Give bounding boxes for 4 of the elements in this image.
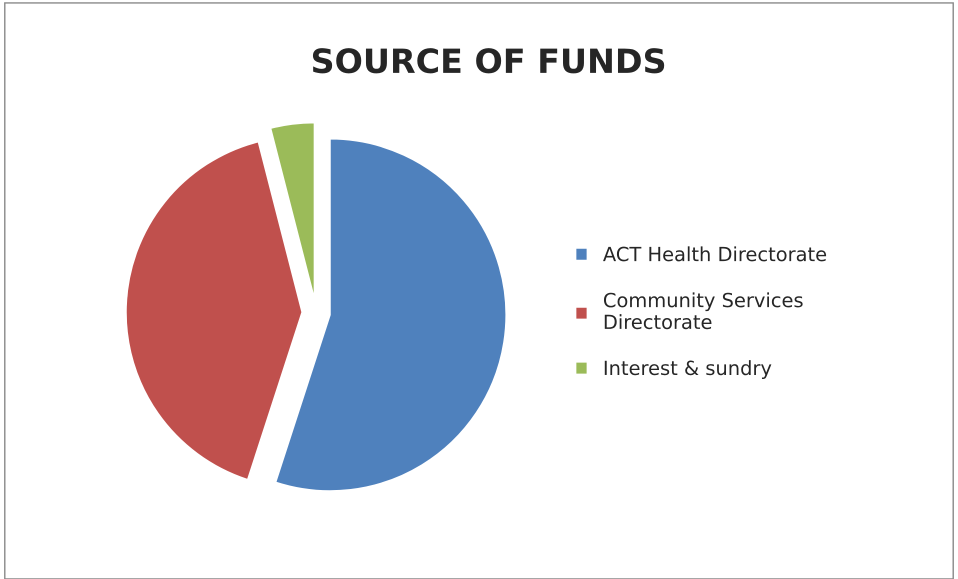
legend-label: Community Services Directorate	[604, 292, 803, 330]
chart-title: SOURCE OF FUNDS	[312, 48, 664, 74]
legend-label: ACT Health Directorate	[603, 246, 826, 262]
legend-label: Interest & sundry	[604, 360, 772, 379]
